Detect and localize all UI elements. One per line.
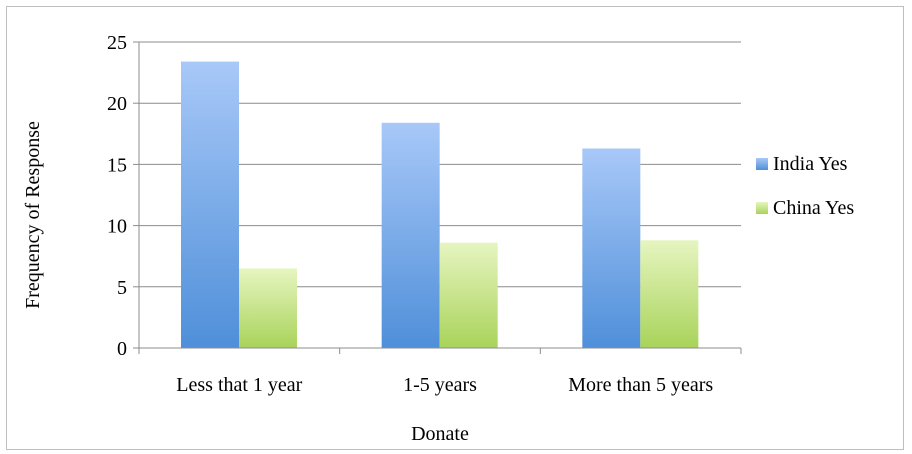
bar-india-yes-1 bbox=[181, 61, 239, 349]
y-tick-label: 0 bbox=[117, 338, 127, 360]
x-axis-label: Donate bbox=[411, 423, 469, 445]
bars bbox=[181, 61, 699, 349]
legend-swatch-india-yes bbox=[756, 158, 768, 170]
y-axis-tick-labels: 0 5 10 15 20 25 bbox=[107, 32, 127, 360]
legend-label: India Yes bbox=[773, 153, 848, 175]
bar-india-yes-3 bbox=[582, 148, 641, 348]
x-tick-label: More than 5 years bbox=[568, 374, 713, 396]
y-axis-label: Frequency of Response bbox=[22, 121, 44, 309]
legend-label: China Yes bbox=[773, 197, 854, 219]
bar-china-yes-2 bbox=[439, 242, 498, 348]
y-tick-label: 20 bbox=[107, 93, 127, 115]
legend-swatch-china-yes bbox=[756, 202, 768, 214]
bar-china-yes-1 bbox=[239, 268, 297, 348]
y-tick-label: 10 bbox=[107, 216, 127, 238]
chart-frame bbox=[6, 6, 904, 450]
x-tick-label: Less that 1 year bbox=[176, 374, 302, 396]
y-tick-label: 5 bbox=[117, 277, 127, 299]
x-axis-tick-labels: Less that 1 year 1-5 years More than 5 yea… bbox=[176, 374, 713, 396]
x-tick-label: 1-5 years bbox=[403, 374, 477, 396]
y-tick-label: 15 bbox=[107, 154, 127, 176]
bar-china-yes-3 bbox=[640, 240, 699, 348]
axes bbox=[138, 42, 742, 354]
legend: India Yes China Yes bbox=[756, 153, 854, 219]
bar-india-yes-2 bbox=[381, 122, 440, 348]
y-tick-label: 25 bbox=[107, 32, 127, 54]
